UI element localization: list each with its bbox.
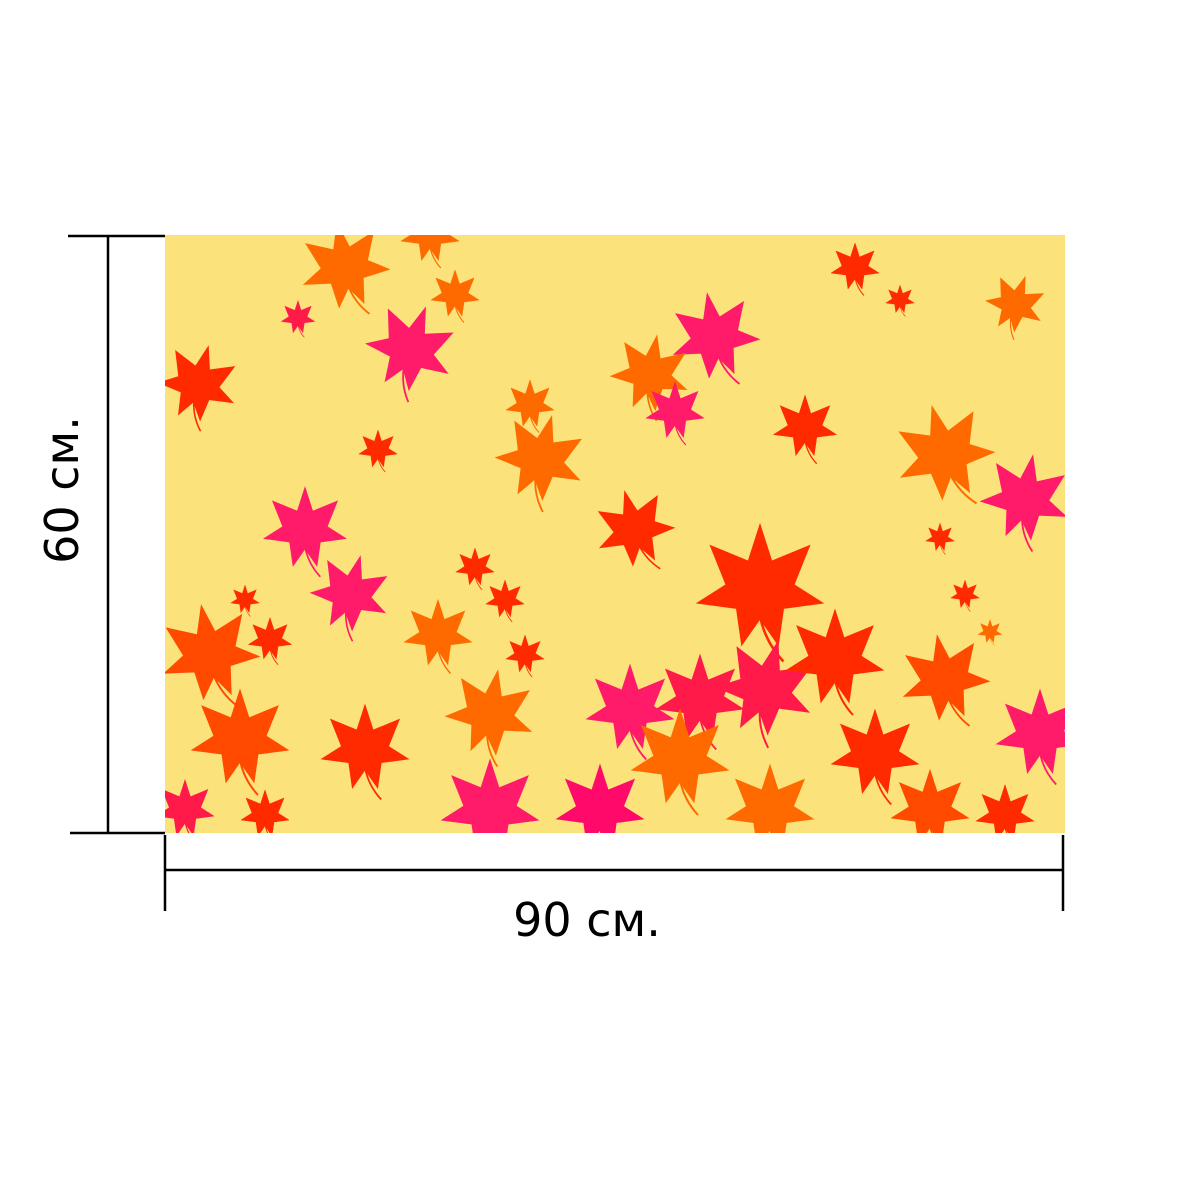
width-dimension: 90 см. [163, 835, 1065, 947]
height-label: 60 см. [35, 416, 89, 564]
height-dimension: 60 см. [35, 234, 165, 835]
width-label: 90 см. [513, 893, 661, 947]
